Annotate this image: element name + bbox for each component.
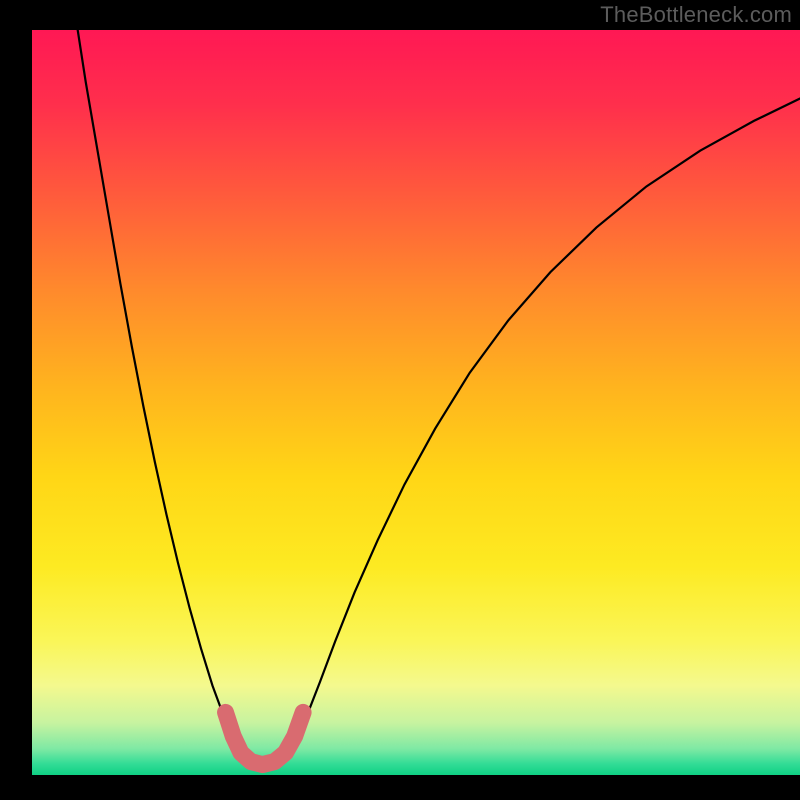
gradient-background: [32, 30, 800, 775]
watermark-text: TheBottleneck.com: [600, 2, 792, 28]
plot-area: [32, 30, 800, 775]
chart-container: TheBottleneck.com: [0, 0, 800, 800]
chart-svg: [32, 30, 800, 775]
